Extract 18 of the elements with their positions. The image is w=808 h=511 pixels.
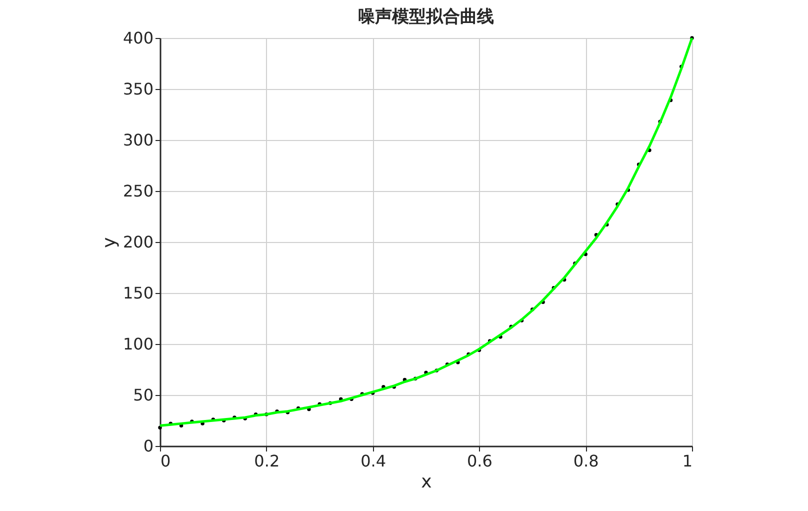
x-tick-label: 0 [160, 452, 171, 470]
x-axis-title: x [421, 472, 432, 492]
y-tick-label: 300 [122, 130, 154, 150]
y-tick-label: 150 [122, 284, 154, 302]
y-tick-label: 250 [122, 182, 154, 200]
x-tick-label: 0.2 [254, 452, 280, 470]
x-tick-label: 1 [682, 452, 692, 470]
x-tick-label: 0.8 [573, 452, 599, 470]
x-tick-label: 0.6 [466, 452, 492, 470]
x-tick-label: 0.4 [360, 452, 386, 470]
y-tick-label: 100 [122, 334, 154, 354]
chart-title: 噪声模型拟合曲线 [358, 7, 494, 27]
y-tick-label: 50 [133, 386, 154, 404]
y-tick-label: 350 [122, 80, 154, 98]
y-axis-title: y [98, 236, 120, 248]
y-tick-label: 0 [143, 436, 154, 456]
y-tick-label: 200 [122, 232, 154, 252]
y-tick-label: 400 [122, 28, 154, 48]
